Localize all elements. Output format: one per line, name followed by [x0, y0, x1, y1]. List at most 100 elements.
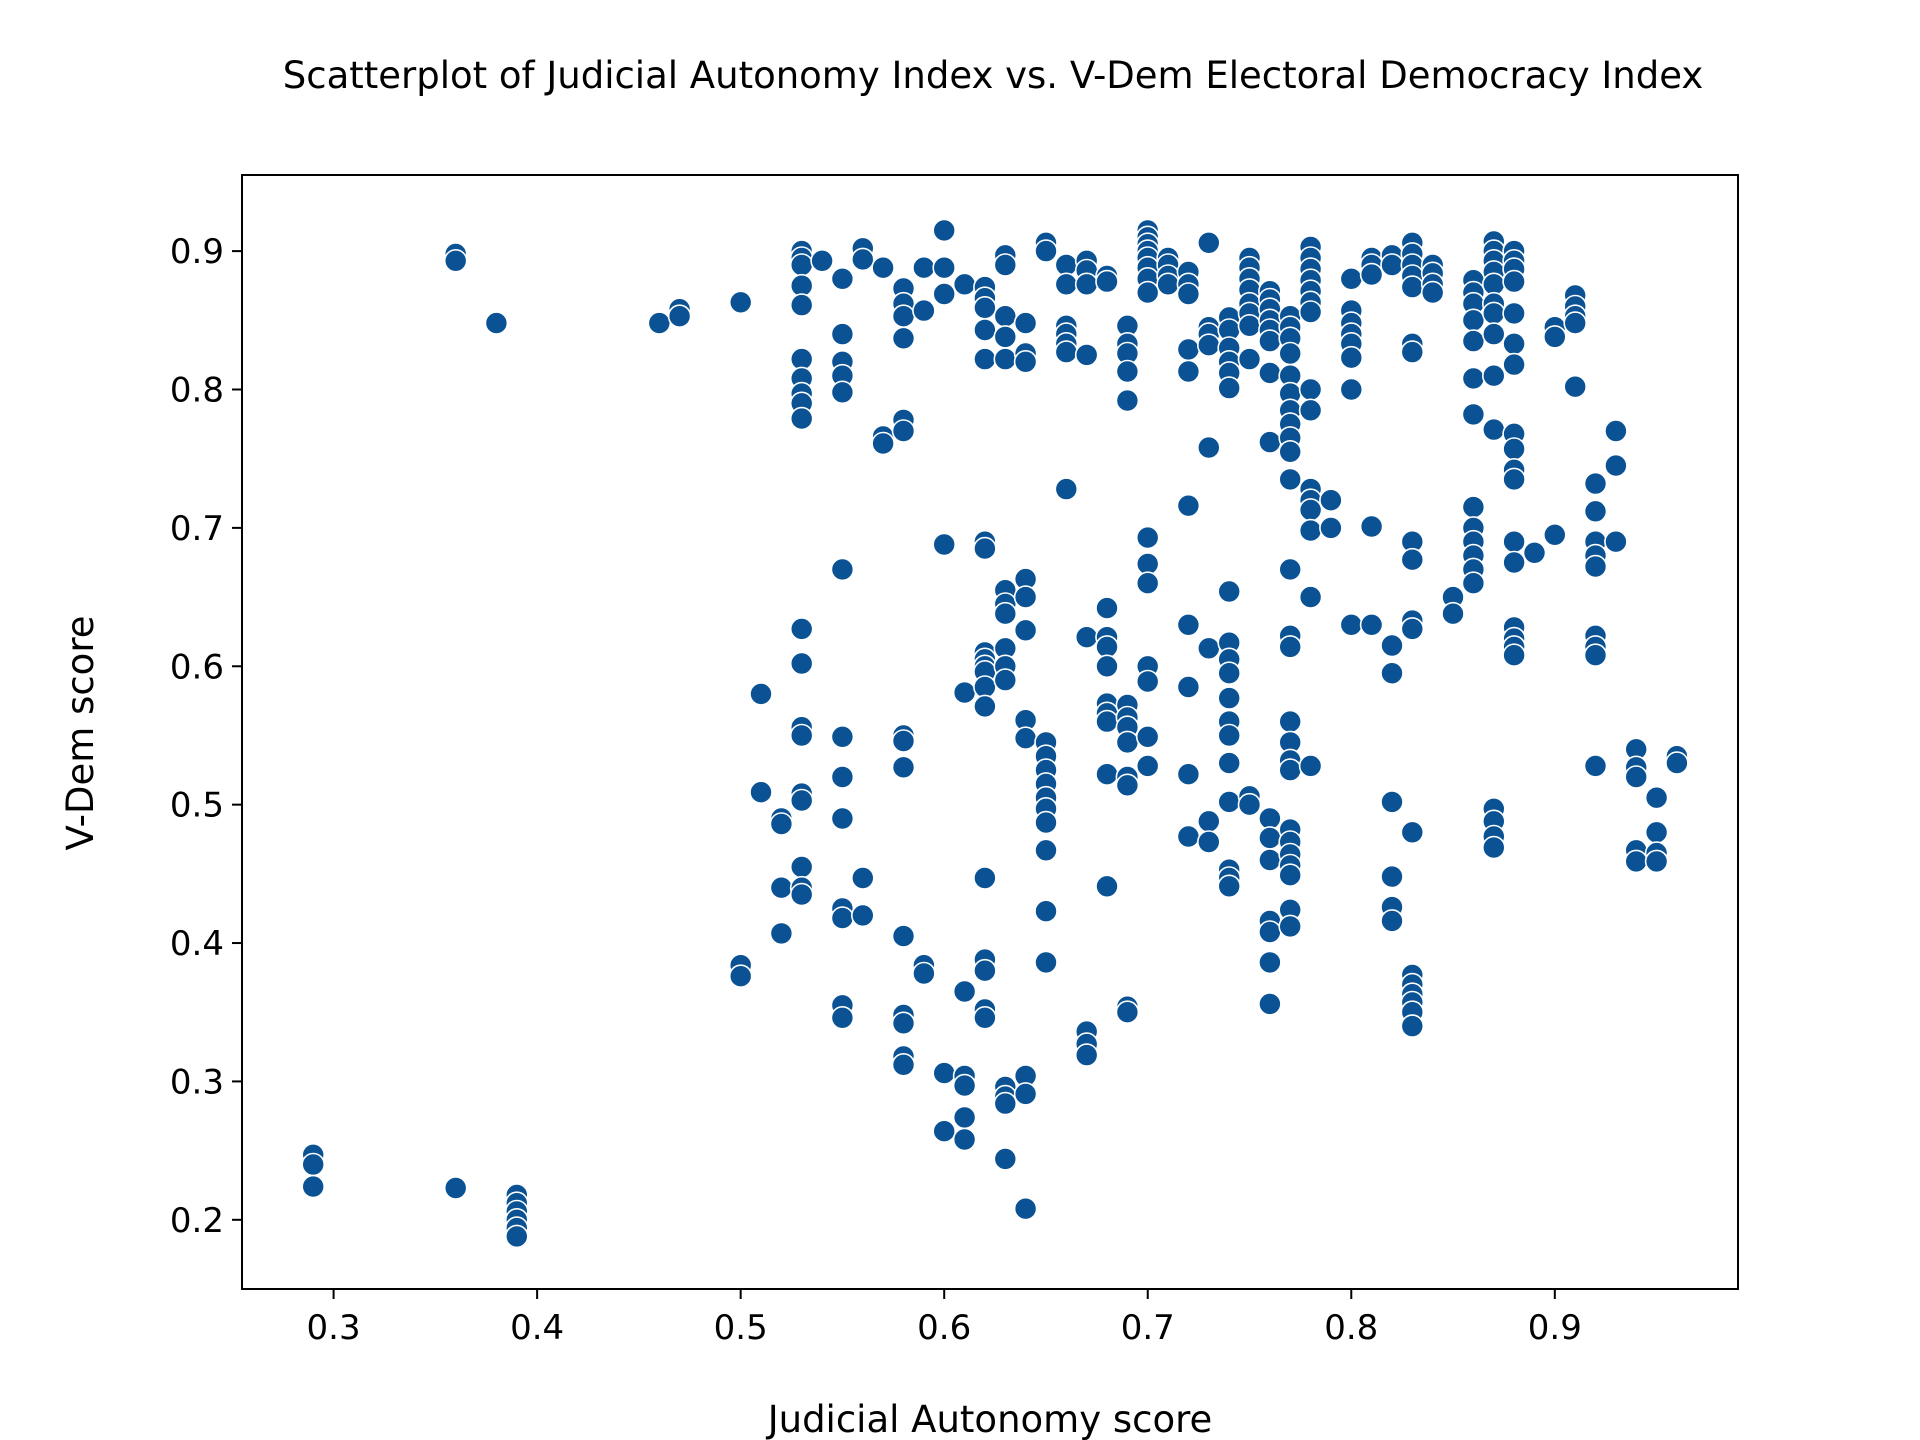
scatter-point — [1237, 792, 1262, 817]
scatter-point — [1258, 992, 1282, 1016]
scatter-point — [993, 347, 1018, 371]
x-tick-label: 0.5 — [714, 1308, 768, 1348]
scatter-point — [1034, 899, 1058, 924]
scatter-point — [891, 755, 916, 780]
scatter-point — [789, 293, 814, 317]
scatter-point — [1380, 661, 1404, 686]
scatter-point — [1319, 488, 1343, 513]
scatter-point — [973, 536, 997, 561]
scatter-point — [1380, 790, 1404, 814]
scatter-point — [1074, 1043, 1099, 1067]
scatter-point — [1095, 762, 1119, 787]
y-axis: 0.2 0.3 0.4 0.5 0.6 0.7 0.8 0.9 — [170, 232, 242, 1241]
scatter-point — [932, 255, 957, 280]
scatter-point — [1034, 950, 1058, 975]
y-tick-label: 0.3 — [170, 1062, 224, 1102]
scatter-point — [1013, 1196, 1038, 1221]
x-axis-title: Judicial Autonomy score — [766, 1398, 1213, 1440]
scatter-point — [1013, 349, 1038, 374]
scatter-point — [1176, 762, 1201, 787]
scatter-point — [1135, 280, 1160, 305]
scatter-point — [1278, 758, 1302, 782]
scatter-point — [830, 765, 855, 789]
scatter-point — [912, 255, 936, 280]
scatter-point — [1624, 765, 1648, 789]
scatter-point — [952, 680, 977, 705]
scatter-point — [1400, 820, 1425, 845]
scatter-point — [1502, 331, 1526, 356]
scatter-point — [952, 979, 977, 1004]
scatter-point — [1054, 272, 1079, 297]
scatter-point — [769, 921, 794, 946]
scatter-point — [973, 318, 997, 342]
scatter-point — [1217, 579, 1241, 604]
scatter-point — [1563, 374, 1587, 399]
scatter-point — [1237, 313, 1262, 338]
scatter-point — [1604, 453, 1628, 478]
scatter-point — [1013, 585, 1038, 609]
scatter-point — [1258, 920, 1282, 944]
scatter-point — [973, 295, 997, 320]
scatter-point — [952, 1073, 977, 1098]
scatter-point — [1522, 540, 1547, 565]
y-tick-label: 0.4 — [170, 924, 224, 964]
scatter-point — [1013, 311, 1038, 335]
scatter-point — [993, 601, 1018, 626]
scatter-point — [789, 788, 814, 813]
scatter-point — [973, 1005, 997, 1030]
scatter-point — [1115, 1000, 1140, 1025]
scatter-point — [1502, 437, 1526, 461]
scatter-point — [1278, 914, 1302, 939]
scatter-point — [850, 866, 875, 890]
scatter-point — [443, 1176, 468, 1200]
scatter-point — [1237, 347, 1262, 371]
scatter-point — [1339, 345, 1364, 370]
scatter-point — [891, 729, 916, 753]
scatter-point — [1197, 830, 1221, 854]
scatter-point — [830, 1005, 855, 1030]
x-tick-label: 0.7 — [1121, 1308, 1175, 1348]
scatter-point — [1115, 773, 1140, 798]
scatter-point — [891, 1053, 916, 1077]
points-layer — [301, 218, 1689, 1249]
scatter-point — [301, 1174, 326, 1199]
scatter-point — [1156, 272, 1180, 297]
scatter-point — [932, 282, 957, 306]
scatter-point — [1217, 790, 1241, 814]
scatter-point — [1197, 231, 1221, 255]
scatter-point — [789, 617, 814, 641]
scatter-point — [1135, 724, 1160, 749]
scatter-point — [1176, 612, 1201, 637]
scatter-point — [1115, 730, 1140, 755]
scatter-point — [1176, 675, 1201, 699]
scatter-point — [789, 723, 814, 748]
scatter-point — [993, 253, 1018, 277]
scatter-point — [647, 311, 672, 335]
scatter-point — [1217, 686, 1241, 710]
scatter-point — [850, 903, 875, 928]
scatter-point — [769, 875, 794, 900]
scatter-point — [667, 304, 692, 329]
scatter-point — [891, 1011, 916, 1036]
x-tick-label: 0.4 — [510, 1308, 564, 1348]
scatter-point — [1258, 848, 1282, 872]
scatter-point — [1176, 359, 1201, 384]
scatter-point — [830, 266, 855, 291]
scatter-point — [1482, 301, 1506, 326]
scatter-point — [484, 311, 509, 335]
scatter-point — [1115, 388, 1140, 413]
scatter-point — [1482, 417, 1506, 442]
scatter-point — [1074, 343, 1099, 367]
scatter-point — [1359, 514, 1384, 539]
scatter-point — [1563, 311, 1587, 335]
scatter-point — [1644, 849, 1669, 874]
scatter-point — [1095, 269, 1119, 294]
scatter-point — [1583, 554, 1608, 579]
scatter-point — [1583, 471, 1608, 496]
scatter-point — [1359, 262, 1384, 287]
scatter-point — [301, 1152, 326, 1177]
scatter-point — [1258, 361, 1282, 385]
scatter-point — [1461, 495, 1486, 519]
scatter-point — [891, 304, 916, 329]
